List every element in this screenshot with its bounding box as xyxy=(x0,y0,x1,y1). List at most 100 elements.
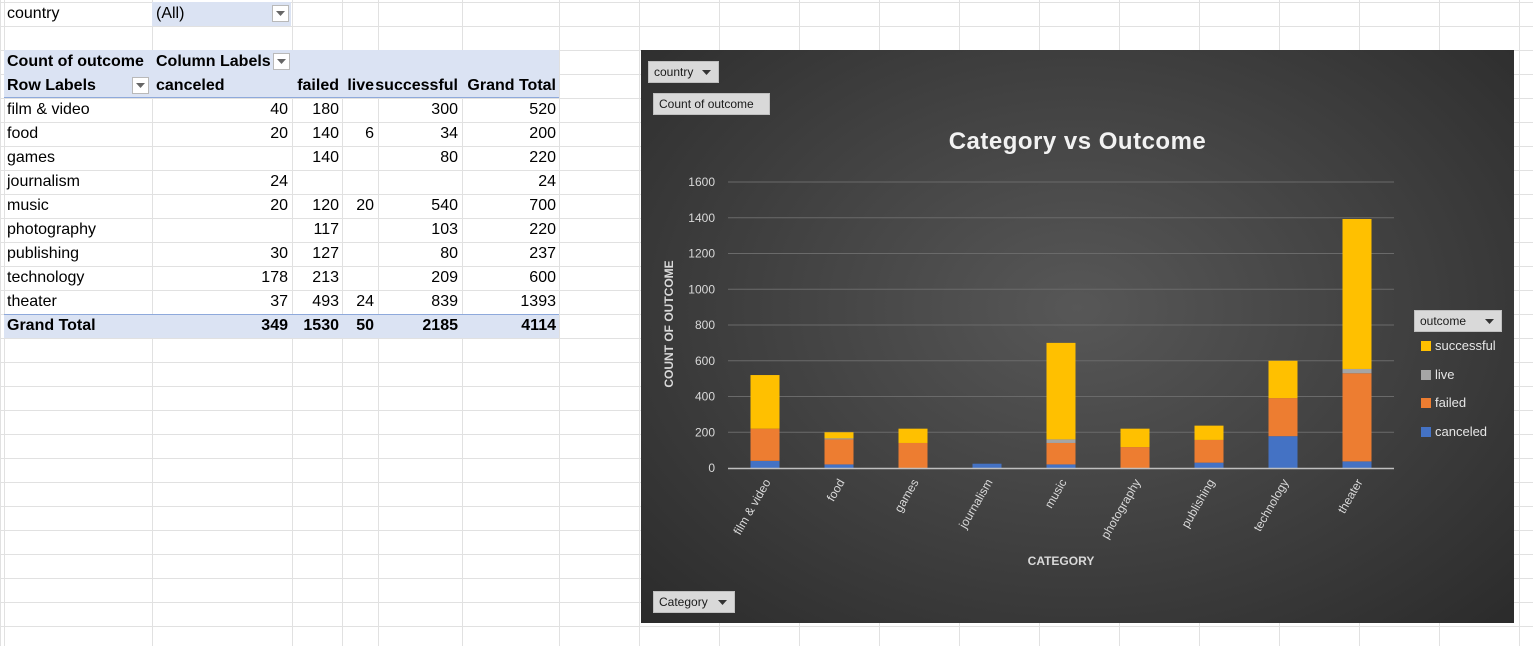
cell-canceled: 178 xyxy=(261,269,288,286)
cell-total: 220 xyxy=(529,149,556,166)
chart-values-label: Count of outcome xyxy=(659,97,754,111)
x-tick-label: food xyxy=(824,477,848,504)
bar-segment-successful[interactable] xyxy=(898,428,928,443)
row-label[interactable]: food xyxy=(7,125,39,142)
bar-segment-successful[interactable] xyxy=(1120,428,1150,448)
filter-value-cell[interactable] xyxy=(152,2,291,26)
row-labels-dropdown[interactable] xyxy=(132,77,149,94)
bar-segment-failed[interactable] xyxy=(898,442,928,468)
cell-total: 237 xyxy=(529,245,556,262)
chevron-down-icon xyxy=(277,59,286,64)
cell-failed: 493 xyxy=(312,293,339,310)
legend-label: live xyxy=(1435,366,1455,382)
cell-live: 6 xyxy=(365,125,374,142)
cell-failed: 140 xyxy=(312,149,339,166)
stacked-column-chart[interactable]: 0 200 400 600 800 1000 1200 1400 1600 film & vide… xyxy=(641,50,1514,623)
bar-segment-live[interactable] xyxy=(824,438,854,440)
row-label[interactable]: technology xyxy=(7,269,85,286)
filter-dropdown-button[interactable] xyxy=(272,5,289,22)
chart-axis-field-button[interactable]: Category xyxy=(653,591,735,613)
legend-item-failed[interactable]: failed xyxy=(1421,395,1466,410)
pivot-header-border xyxy=(4,97,559,98)
bar-segment-canceled[interactable] xyxy=(972,463,1002,468)
bar-segment-canceled[interactable] xyxy=(1268,436,1298,468)
bar-segment-failed[interactable] xyxy=(1194,439,1224,463)
y-tick-label: 1200 xyxy=(688,247,715,261)
grand-total-total: 4114 xyxy=(521,317,556,334)
bar-segment-successful[interactable] xyxy=(1342,219,1372,369)
cell-failed: 120 xyxy=(312,197,339,214)
bar-segment-successful[interactable] xyxy=(1046,342,1076,440)
chart-values-button[interactable]: Count of outcome xyxy=(653,93,770,115)
y-tick-label: 1400 xyxy=(688,211,715,225)
row-label[interactable]: publishing xyxy=(7,245,80,262)
legend-swatch xyxy=(1421,341,1431,351)
column-labels-dropdown[interactable] xyxy=(273,53,290,70)
cell-failed: 180 xyxy=(312,101,339,118)
bar-segment-failed[interactable] xyxy=(1268,398,1298,437)
values-header: Count of outcome xyxy=(7,53,144,70)
bar-segment-successful[interactable] xyxy=(824,432,854,439)
column-labels-header: Column Labels xyxy=(156,53,271,70)
legend-swatch xyxy=(1421,426,1431,437)
bar-segment-failed[interactable] xyxy=(1342,373,1372,462)
grand-total-border xyxy=(4,314,559,315)
column-header-grand-total: Grand Total xyxy=(467,77,556,94)
y-tick-label: 400 xyxy=(695,390,715,404)
legend-field-label: outcome xyxy=(1420,314,1467,328)
cell-live: 24 xyxy=(356,293,374,310)
row-label[interactable]: photography xyxy=(7,221,96,238)
x-tick-label: technology xyxy=(1250,477,1291,534)
bar-segment-failed[interactable] xyxy=(824,439,854,465)
bar-segment-canceled[interactable] xyxy=(750,460,780,468)
bar-segment-canceled[interactable] xyxy=(1194,462,1224,468)
bar-segment-successful[interactable] xyxy=(1268,360,1298,399)
row-label[interactable]: film & video xyxy=(7,101,90,118)
bar-segment-successful[interactable] xyxy=(1194,425,1224,440)
cell-successful: 80 xyxy=(440,245,458,262)
y-tick-label: 200 xyxy=(695,425,715,439)
cell-successful: 300 xyxy=(431,101,458,118)
x-axis-title: CATEGORY xyxy=(1027,554,1095,568)
grand-total-band xyxy=(4,314,559,338)
cell-successful: 80 xyxy=(440,149,458,166)
grand-total-successful: 2185 xyxy=(422,317,458,334)
chart-axis-field-label: Category xyxy=(659,595,708,609)
row-label[interactable]: theater xyxy=(7,293,57,310)
bar-segment-canceled[interactable] xyxy=(1342,461,1372,468)
bar-segment-successful[interactable] xyxy=(750,375,780,429)
grand-total-live: 50 xyxy=(356,317,374,334)
legend-item-live[interactable]: live xyxy=(1421,367,1455,382)
row-labels-header: Row Labels xyxy=(7,77,96,94)
chart-filter-button[interactable]: country xyxy=(648,61,719,83)
cell-successful: 839 xyxy=(431,293,458,310)
bar-segment-canceled[interactable] xyxy=(1046,464,1076,468)
legend-field-button[interactable]: outcome xyxy=(1414,310,1502,332)
bar-segment-live[interactable] xyxy=(1046,439,1076,443)
bar-segment-canceled[interactable] xyxy=(824,464,854,468)
cell-total: 700 xyxy=(529,197,556,214)
grand-total-canceled: 349 xyxy=(261,317,288,334)
legend-swatch xyxy=(1421,398,1431,408)
row-label[interactable]: journalism xyxy=(7,173,80,190)
cell-successful: 540 xyxy=(431,197,458,214)
grand-total-label: Grand Total xyxy=(7,317,96,334)
bar-segment-live[interactable] xyxy=(1342,368,1372,374)
filter-field-label: country xyxy=(7,5,60,22)
legend-swatch xyxy=(1421,369,1431,380)
cell-successful: 34 xyxy=(440,125,458,142)
row-label[interactable]: games xyxy=(7,149,56,166)
cell-total: 520 xyxy=(529,101,556,118)
column-header-canceled: canceled xyxy=(156,77,225,94)
cell-total: 200 xyxy=(529,125,556,142)
legend-item-successful[interactable]: successful xyxy=(1421,338,1496,353)
cell-canceled: 40 xyxy=(270,101,288,118)
bar-segment-failed[interactable] xyxy=(1120,447,1150,468)
cell-canceled: 37 xyxy=(270,293,288,310)
row-label[interactable]: music xyxy=(7,197,49,214)
bar-segment-failed[interactable] xyxy=(750,428,780,461)
bar-segment-failed[interactable] xyxy=(1046,442,1076,465)
cell-canceled: 30 xyxy=(270,245,288,262)
legend-item-canceled[interactable]: canceled xyxy=(1421,424,1487,439)
y-tick-label: 1000 xyxy=(688,282,715,296)
